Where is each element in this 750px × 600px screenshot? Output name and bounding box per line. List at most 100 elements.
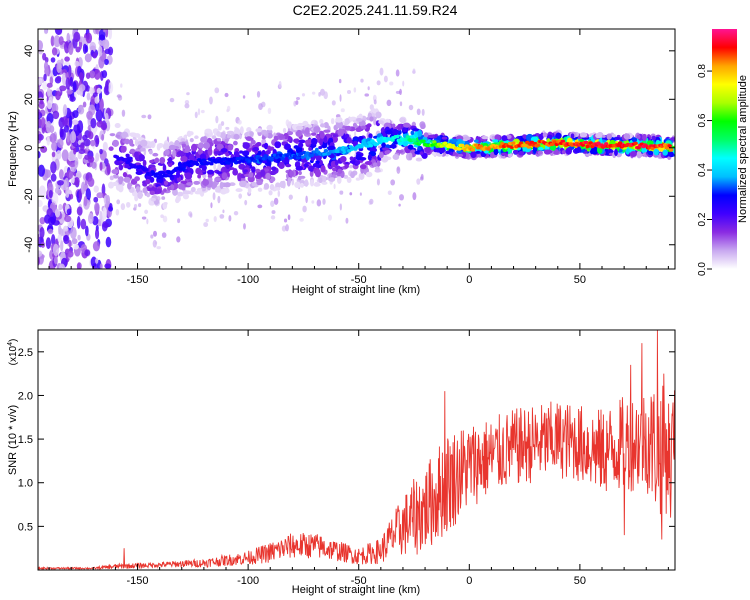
spectral-ridge-cell <box>226 130 235 135</box>
spectral-ridge-cell <box>606 133 613 140</box>
spectral-blob <box>39 216 46 225</box>
spectral-ridge-cell <box>445 150 451 155</box>
spectral-blob <box>38 199 43 208</box>
spectral-speckle <box>120 83 123 88</box>
spectral-ridge-cell <box>220 189 227 195</box>
spectral-ridge-cell <box>299 180 306 185</box>
bottom-y-multiplier: (x104) <box>7 339 19 366</box>
spectral-ridge-cell <box>274 187 281 191</box>
y-tick-label: 20 <box>23 93 35 105</box>
spectral-ridge-cell <box>193 180 200 185</box>
spectral-speckle <box>346 89 352 94</box>
spectral-ridge-cell <box>331 167 337 172</box>
spectral-ridge-cell <box>242 142 250 150</box>
spectral-ridge-cell <box>464 136 471 141</box>
spectral-ridge-cell <box>431 151 438 156</box>
spectral-ridge-cell <box>512 149 520 155</box>
spectral-ridge-cell <box>180 155 188 163</box>
spectral-speckle <box>333 183 336 190</box>
spectral-ridge-cell <box>260 169 266 177</box>
spectral-speckle <box>373 99 377 105</box>
spectral-speckle <box>237 119 242 125</box>
spectral-blob <box>68 42 74 56</box>
spectral-blob <box>78 84 86 92</box>
spectral-ridge-cell <box>232 168 238 173</box>
spectral-ridge-cell <box>237 173 242 182</box>
spectral-peak <box>195 162 200 166</box>
spectral-speckle <box>338 78 342 84</box>
spectral-ridge-cell <box>490 151 495 159</box>
spectral-speckle <box>281 225 287 232</box>
spectral-ridge-cell <box>175 197 180 204</box>
spectral-ridge-cell <box>216 130 221 137</box>
spectral-blob <box>51 103 59 114</box>
spectral-blob <box>78 72 84 81</box>
spectral-ridge-cell <box>642 133 647 142</box>
spectral-ridge-cell <box>224 138 229 144</box>
spectral-ridge-cell <box>297 122 304 127</box>
spectral-speckle <box>194 135 199 139</box>
spectral-peak <box>187 163 192 168</box>
spectral-peak <box>295 156 301 160</box>
spectral-speckle <box>156 246 162 250</box>
spectral-ridge-cell <box>653 148 659 156</box>
spectral-ridge-cell <box>142 159 147 167</box>
spectral-speckle <box>121 109 126 117</box>
spectral-ridge-cell <box>590 146 599 155</box>
spectral-blob <box>100 123 108 131</box>
spectral-ridge-cell <box>219 181 224 190</box>
spectral-speckle <box>323 91 328 100</box>
spectral-speckle <box>296 96 301 101</box>
spectral-ridge-cell <box>227 143 234 151</box>
spectral-blob <box>109 203 113 210</box>
spectral-ridge-cell <box>666 152 673 157</box>
spectral-ridge-cell <box>197 174 201 179</box>
spectral-speckle <box>126 201 131 208</box>
spectral-ridge-cell <box>507 153 513 158</box>
spectral-ridge-cell <box>295 125 304 130</box>
bottom-x-label: Height of straight line (km) <box>292 584 420 596</box>
spectral-ridge-cell <box>629 150 637 157</box>
spectral-speckle <box>288 194 293 200</box>
spectral-ridge-cell <box>234 147 240 153</box>
spectral-speckle <box>412 192 417 201</box>
spectral-blob <box>50 35 55 47</box>
spectral-ridge-cell <box>220 132 226 139</box>
spectral-speckle <box>162 215 168 223</box>
spectral-speckle <box>270 215 276 220</box>
spectral-ridge-cell <box>358 172 365 180</box>
spectral-ridge-cell <box>284 143 291 150</box>
spectral-ridge-cell <box>402 127 408 133</box>
spectral-ridge-cell <box>149 159 154 164</box>
spectral-ridge-cell <box>441 139 449 143</box>
spectral-blob <box>104 112 109 124</box>
spectral-blob <box>85 188 91 201</box>
spectral-blob <box>83 138 91 147</box>
spectral-ridge-cell <box>381 142 386 148</box>
y-tick-label: 2.0 <box>18 390 33 402</box>
spectral-blob <box>69 34 73 42</box>
spectral-ridge-cell <box>172 188 178 196</box>
spectral-blob <box>49 125 55 133</box>
spectral-peak <box>498 144 504 149</box>
spectral-blob <box>52 243 59 257</box>
spectral-speckle <box>213 215 217 223</box>
spectral-ridge-cell <box>184 145 191 153</box>
spectral-blob <box>76 215 81 229</box>
spectral-ridge-cell <box>376 160 381 167</box>
spectral-speckle <box>305 195 308 204</box>
spectral-speckle <box>212 192 216 201</box>
spectral-speckle <box>205 218 209 223</box>
spectral-ridge-cell <box>355 153 362 161</box>
spectral-blob <box>84 180 88 186</box>
spectral-ridge-cell <box>424 146 432 154</box>
spectral-ridge-cell <box>301 130 306 134</box>
spectral-ridge-cell <box>358 120 366 127</box>
x-tick-label: 0 <box>466 274 472 286</box>
spectral-blob <box>84 249 91 257</box>
spectral-ridge-cell <box>646 140 654 146</box>
spectral-ridge-cell <box>184 190 192 195</box>
spectral-ridge-cell <box>318 146 323 150</box>
spectral-ridge-cell <box>108 181 115 189</box>
